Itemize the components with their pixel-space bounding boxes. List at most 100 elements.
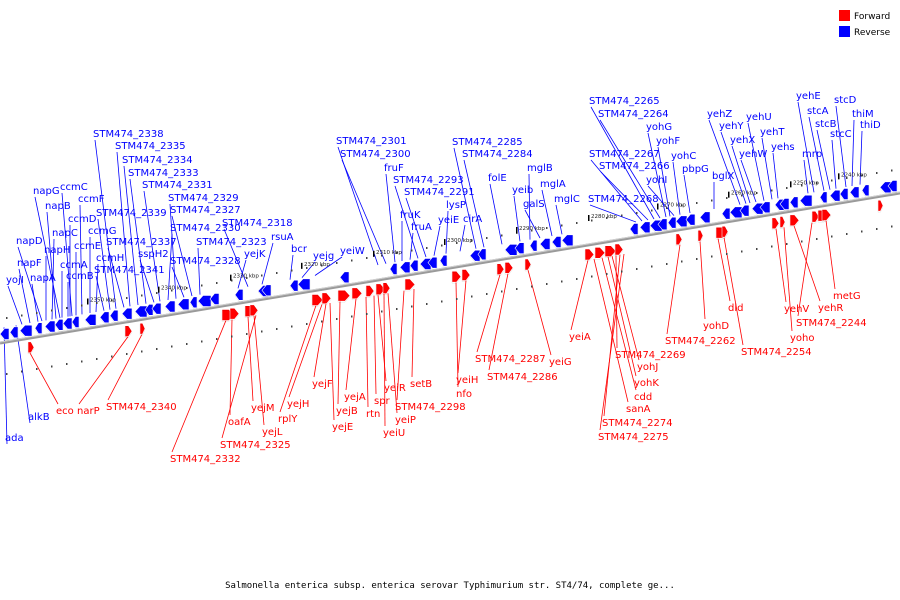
ruler-dot (726, 197, 728, 199)
reverse-leader-line (31, 283, 39, 322)
ruler-dot (876, 172, 878, 174)
forward-leader-line (601, 257, 637, 391)
ruler-dot (156, 292, 158, 294)
forward-gene-label-stm474-2262: STM474_2262 (665, 336, 736, 347)
tick-mark (158, 286, 160, 293)
reverse-gene-arrow (44, 320, 56, 333)
reverse-gene-arrow-shade (409, 260, 419, 273)
ruler-dot (696, 202, 698, 204)
reverse-gene-arrow-shade (54, 320, 64, 332)
ruler-dot (561, 280, 563, 283)
ruler-dot (291, 325, 293, 328)
reverse-gene-arrow (289, 279, 299, 292)
reverse-leader-line (123, 165, 139, 306)
reverse-leader-line (223, 228, 249, 287)
ruler-dot (111, 355, 113, 358)
reverse-gene-label-yehe: yehE (796, 91, 821, 102)
ruler-dot (621, 214, 623, 217)
reverse-gene-label-stm474-2334: STM474_2334 (122, 155, 193, 166)
reverse-gene-label-stm474-2331: STM474_2331 (142, 180, 213, 191)
ruler-dot (831, 235, 833, 238)
reverse-gene-arrow (477, 248, 487, 261)
reverse-gene-arrow-shade (189, 297, 198, 310)
reverse-leader-line (740, 159, 757, 203)
reverse-gene-label-yehw: yehW (739, 149, 767, 160)
forward-gene-label-yejl: yejL (262, 427, 283, 438)
reverse-leader-line (489, 183, 503, 245)
ruler-dot (801, 240, 803, 243)
ruler-dot (846, 177, 848, 179)
reverse-gene-label-ssph2: sspH2 (138, 249, 169, 260)
forward-gene-label-stm474-2332: STM474_2332 (170, 454, 241, 465)
reverse-gene-label-stm474-2328: STM474_2328 (170, 256, 241, 267)
ruler-dot (666, 207, 668, 209)
reverse-gene-label-rsua: rsuA (271, 232, 294, 243)
ruler-dot (21, 314, 23, 317)
forward-gene-arrow-shade (139, 323, 146, 336)
tick-label-2340-kbp: 2340 kbp (161, 286, 187, 292)
reverse-gene-arrow (427, 256, 438, 269)
reverse-gene-arrow (71, 316, 80, 328)
reverse-gene-label-stm474-2266: STM474_2266 (599, 161, 670, 172)
reverse-gene-label-mgla: mglA (540, 179, 566, 190)
legend-label-forward: Forward (854, 12, 890, 22)
reverse-gene-arrow-shade (151, 303, 162, 316)
ruler-dot (111, 299, 113, 302)
tick-label-2270-kbp: 2270 kbp (660, 203, 686, 209)
forward-gene-arrow-shade (337, 290, 351, 303)
ruler-dot (6, 317, 8, 319)
forward-gene-arrow-shade (365, 286, 375, 298)
reverse-gene-arrow (667, 216, 677, 229)
reverse-gene-arrow (879, 181, 892, 194)
reverse-gene-arrow (109, 309, 119, 322)
ruler-dot (801, 184, 803, 187)
reverse-gene-label-stm474-2341: STM474_2341 (94, 265, 165, 276)
forward-gene-arrow-shade (594, 248, 606, 260)
reverse-gene-arrow-shade (649, 220, 663, 233)
figure-caption: Salmonella enterica subsp. enterica sero… (225, 581, 675, 591)
ruler-dot (456, 298, 458, 300)
forward-leader-line (607, 256, 637, 377)
reverse-gene-label-fole: folE (488, 173, 507, 184)
forward-gene-arrow (811, 210, 820, 223)
forward-leader-line (288, 304, 323, 398)
reverse-gene-label-ccmc: ccmC (60, 182, 88, 193)
forward-gene-arrow-shade (604, 246, 617, 258)
ruler-dot (471, 295, 473, 298)
reverse-gene-label-ccmd: ccmD (68, 214, 97, 225)
backbone-highlight (0, 191, 900, 343)
reverse-gene-label-napa: napA (30, 273, 56, 284)
reverse-gene-arrow-shade (514, 243, 525, 255)
ruler-dot (231, 335, 233, 338)
reverse-gene-label-yeie: yeiE (438, 215, 459, 226)
ruler-dot (711, 255, 713, 258)
ruler-dot (501, 290, 503, 293)
ruler-dot (126, 353, 128, 355)
reverse-gene-arrow-shade (389, 264, 398, 276)
ruler-dot (366, 313, 368, 315)
forward-gene-arrow-shade (382, 283, 391, 295)
ruler-dot (546, 283, 548, 285)
forward-gene-label-yeig: yeiG (549, 357, 572, 368)
legend-swatch-reverse (839, 26, 850, 37)
reverse-leader-line (7, 285, 23, 325)
forward-leader-line (457, 280, 467, 374)
forward-gene-label-yeir: yeiR (384, 383, 406, 394)
forward-gene-label-yehr: yehR (818, 303, 843, 314)
forward-gene-label-yejm: yejM (251, 403, 274, 414)
reverse-leader-line (197, 247, 201, 295)
ruler-dot (351, 315, 353, 318)
reverse-gene-arrow (439, 254, 448, 267)
forward-gene-arrow (789, 214, 800, 227)
forward-leader-line (329, 302, 335, 421)
reverse-gene-label-stm474-2333: STM474_2333 (128, 168, 199, 179)
reverse-gene-arrow-shade (19, 325, 33, 338)
reverse-gene-arrow-shade (71, 317, 80, 329)
forward-gene-label-stm474-2244: STM474_2244 (796, 318, 867, 329)
forward-leader-line (279, 305, 317, 413)
reverse-leader-line (708, 119, 741, 205)
reverse-gene-arrow-shade (164, 301, 176, 314)
ruler-dot (696, 258, 698, 260)
forward-leader-line (253, 315, 265, 426)
